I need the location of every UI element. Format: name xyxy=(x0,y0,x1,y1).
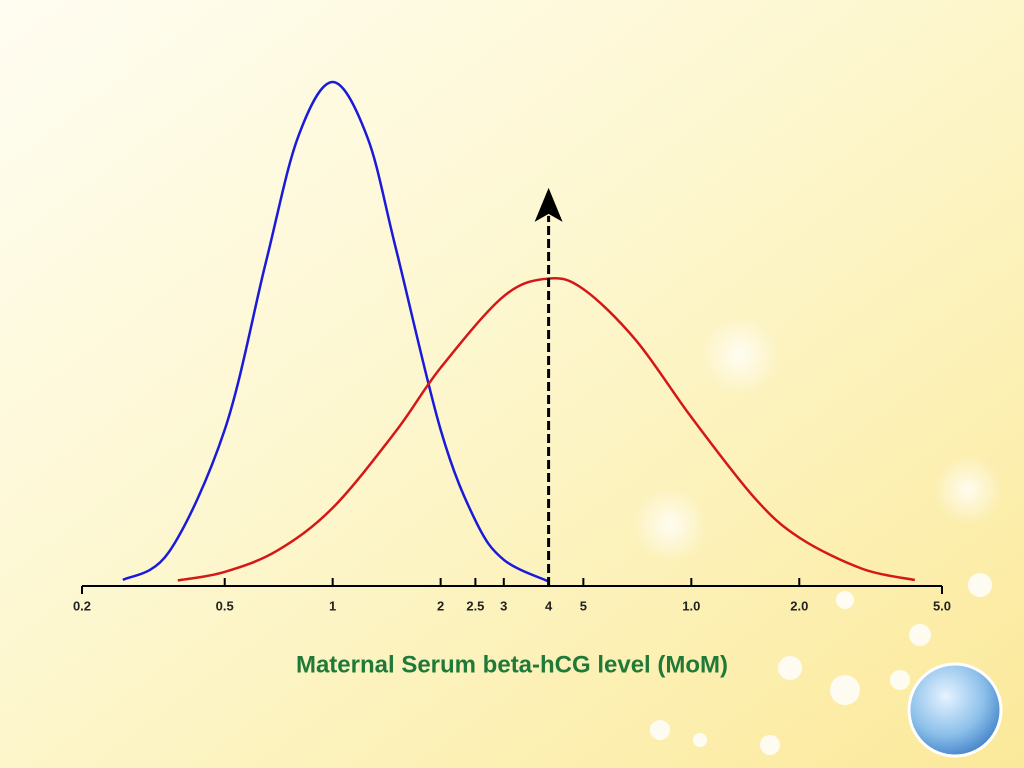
arrow-head xyxy=(534,187,563,222)
glow xyxy=(700,315,780,395)
x-tick-label: 3 xyxy=(500,598,507,613)
bubble xyxy=(907,662,1003,758)
curve xyxy=(122,80,550,583)
x-tick-label: 1.0 xyxy=(682,598,700,613)
x-tick-label: 4 xyxy=(545,598,553,613)
x-tick-label: 2.0 xyxy=(790,598,808,613)
x-tick-label: 5 xyxy=(580,598,587,613)
x-tick-label: 1 xyxy=(329,598,336,613)
flowers xyxy=(650,573,992,755)
x-tick-label: 0.2 xyxy=(73,598,91,613)
x-tick-label: 2.5 xyxy=(466,598,484,613)
glow xyxy=(933,455,1003,525)
x-tick-label: 2 xyxy=(437,598,444,613)
x-tick-label: 0.5 xyxy=(216,598,234,613)
x-tick-label: 5.0 xyxy=(933,598,951,613)
glow xyxy=(632,487,708,563)
x-axis-title: Maternal Serum beta-hCG level (MoM) xyxy=(296,651,728,678)
